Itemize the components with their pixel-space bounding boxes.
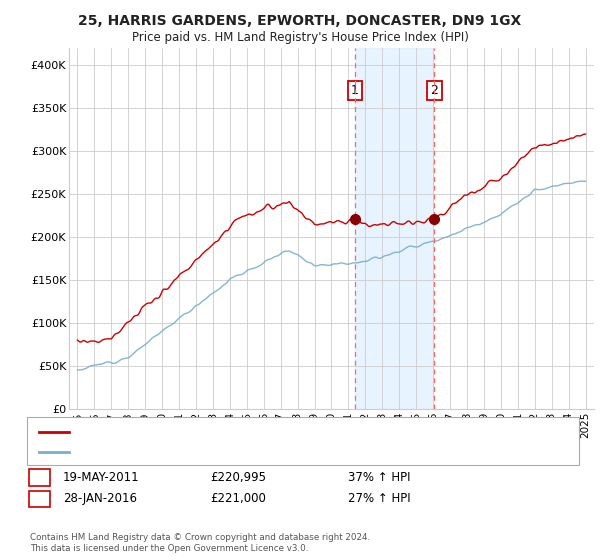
Text: £221,000: £221,000 xyxy=(210,492,266,505)
Text: 25, HARRIS GARDENS, EPWORTH, DONCASTER, DN9 1GX: 25, HARRIS GARDENS, EPWORTH, DONCASTER, … xyxy=(79,14,521,28)
Text: Price paid vs. HM Land Registry's House Price Index (HPI): Price paid vs. HM Land Registry's House … xyxy=(131,31,469,44)
Text: 1: 1 xyxy=(36,470,43,484)
Text: HPI: Average price, detached house, North Lincolnshire: HPI: Average price, detached house, Nort… xyxy=(75,446,350,456)
Text: £220,995: £220,995 xyxy=(210,470,266,484)
Text: 25, HARRIS GARDENS, EPWORTH, DONCASTER, DN9 1GX (detached house): 25, HARRIS GARDENS, EPWORTH, DONCASTER, … xyxy=(75,427,451,437)
Text: Contains HM Land Registry data © Crown copyright and database right 2024.
This d: Contains HM Land Registry data © Crown c… xyxy=(30,533,370,553)
Text: 37% ↑ HPI: 37% ↑ HPI xyxy=(348,470,410,484)
Text: 27% ↑ HPI: 27% ↑ HPI xyxy=(348,492,410,505)
Text: 1: 1 xyxy=(351,84,359,97)
Text: 28-JAN-2016: 28-JAN-2016 xyxy=(63,492,137,505)
Text: 2: 2 xyxy=(431,84,439,97)
Text: 2: 2 xyxy=(36,492,43,505)
Text: 19-MAY-2011: 19-MAY-2011 xyxy=(63,470,140,484)
